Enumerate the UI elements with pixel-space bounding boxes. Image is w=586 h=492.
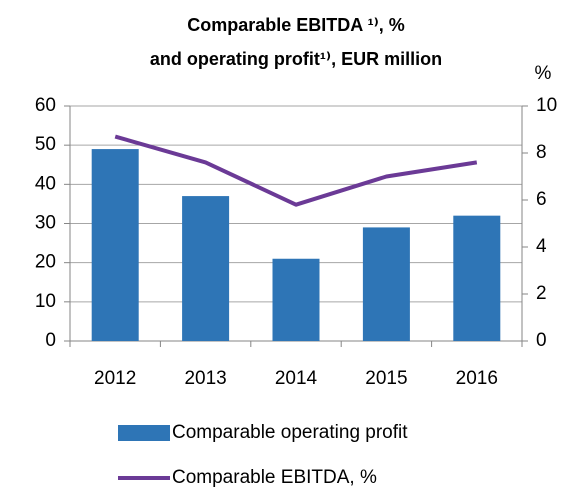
- y-tick-label: 0: [45, 330, 56, 351]
- bar: [453, 215, 501, 341]
- x-tick-label: 2016: [456, 368, 498, 389]
- x-tick-label: 2012: [94, 368, 136, 389]
- chart-title: and operating profit¹⁾, EUR million: [150, 49, 442, 69]
- y2-axis-label: %: [535, 63, 552, 84]
- y-tick-label: 40: [35, 173, 56, 194]
- y-tick-label: 50: [35, 134, 56, 155]
- legend-label: Comparable operating profit: [172, 422, 408, 443]
- x-tick-label: 2013: [184, 368, 226, 389]
- y-tick-label: 10: [35, 291, 56, 312]
- line: [114, 134, 478, 207]
- y-tick-label: 20: [35, 252, 56, 273]
- bar: [272, 258, 320, 341]
- y2-tick-label: 2: [536, 283, 547, 304]
- legend-swatch: [118, 425, 170, 441]
- chart-title: Comparable EBITDA ¹⁾, %: [187, 15, 405, 35]
- y2-tick-label: 8: [536, 142, 547, 163]
- y2-tick-label: 6: [536, 189, 547, 210]
- x-tick-label: 2014: [275, 368, 318, 389]
- y2-tick-label: 10: [536, 95, 557, 116]
- legend-label: Comparable EBITDA, %: [172, 467, 377, 488]
- y2-tick-label: 0: [536, 330, 547, 351]
- y-tick-label: 30: [35, 213, 56, 234]
- bar: [362, 227, 410, 341]
- y-tick-label: 60: [35, 95, 56, 116]
- bar: [182, 196, 230, 341]
- x-tick-label: 2015: [365, 368, 407, 389]
- y2-tick-label: 4: [536, 236, 547, 257]
- bar: [91, 149, 139, 341]
